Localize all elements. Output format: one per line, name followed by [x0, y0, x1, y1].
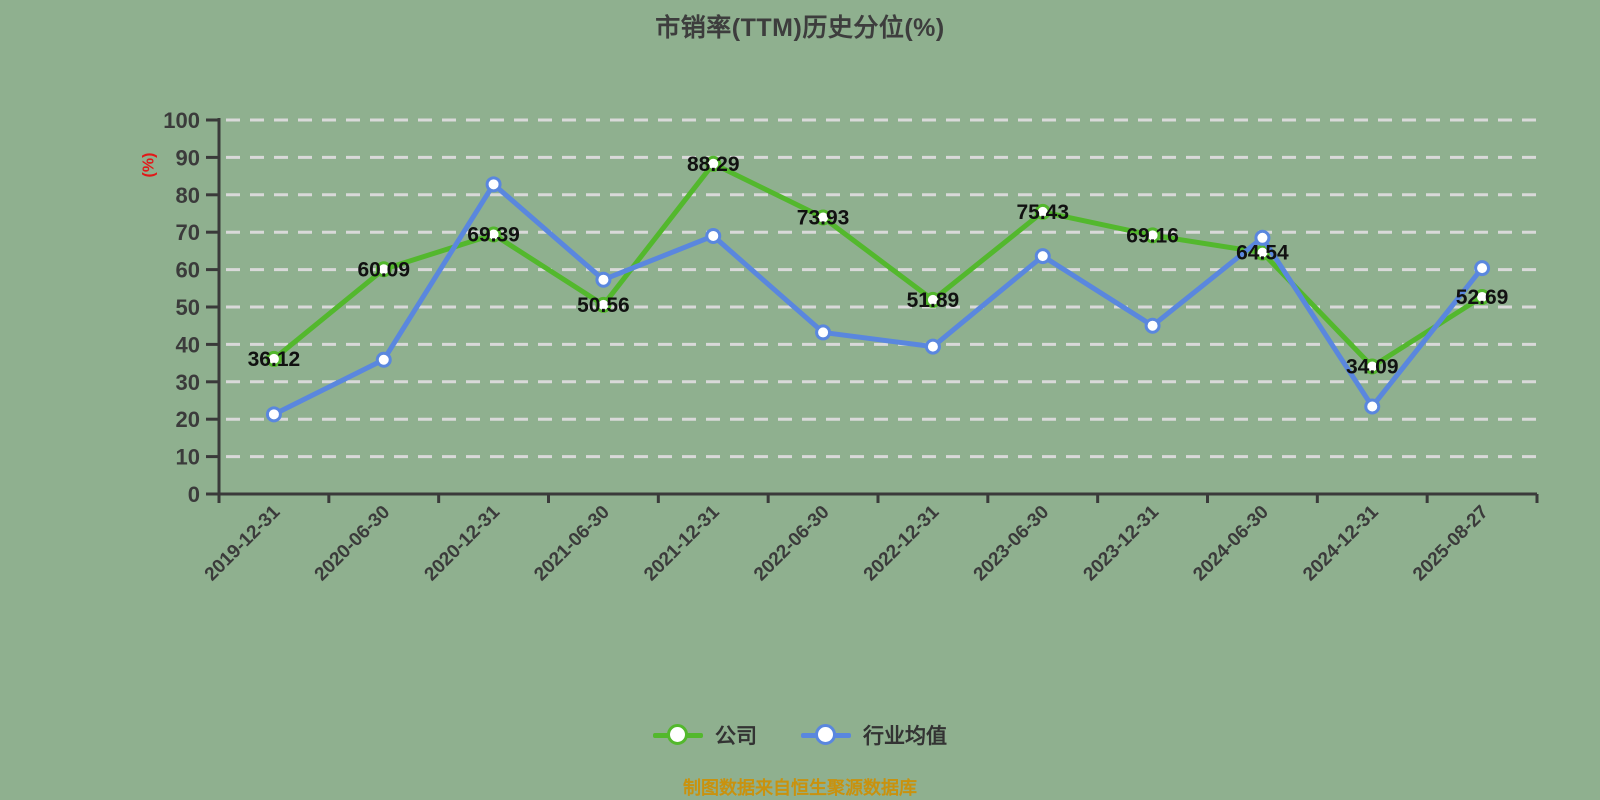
x-tick-label: 2020-06-30: [311, 502, 395, 586]
x-tick-label: 2024-12-31: [1299, 501, 1383, 585]
industry-line-marker-icon: [801, 724, 851, 746]
value-label: 88.29: [687, 153, 740, 176]
y-tick-label: 0: [188, 482, 200, 507]
company-data-point[interactable]: [1474, 288, 1491, 305]
x-tick-label: 2022-12-31: [860, 501, 944, 585]
value-label: 52.69: [1456, 286, 1509, 309]
legend-label-company: 公司: [715, 725, 757, 748]
y-tick-label: 20: [176, 407, 200, 432]
company-data-point[interactable]: [595, 296, 612, 313]
x-tick-label: 2023-06-30: [970, 502, 1054, 586]
value-label: 64.54: [1236, 242, 1289, 265]
industry-data-point[interactable]: [1144, 317, 1161, 334]
x-tick-label: 2019-12-31: [201, 501, 285, 585]
y-tick-label: 90: [176, 145, 200, 170]
x-tick-label: 2020-12-31: [421, 501, 505, 585]
industry-data-point[interactable]: [375, 351, 392, 368]
value-label: 69.39: [467, 223, 520, 246]
y-tick-label: 50: [176, 295, 200, 320]
value-label: 34.09: [1346, 356, 1399, 379]
industry-data-point[interactable]: [1254, 229, 1271, 246]
industry-series-line: [271, 181, 1485, 417]
industry-data-point[interactable]: [815, 324, 832, 341]
legend: 公司 行业均值: [0, 720, 1600, 750]
company-data-point[interactable]: [1364, 358, 1381, 375]
data-source-caption: 制图数据来自恒生聚源数据库: [683, 778, 917, 798]
company-data-point[interactable]: [1254, 244, 1271, 261]
value-label: 73.93: [797, 207, 850, 230]
industry-data-point[interactable]: [265, 406, 282, 423]
company-data-point[interactable]: [815, 209, 832, 226]
industry-data-point[interactable]: [1364, 398, 1381, 415]
x-tick-label: 2022-06-30: [750, 502, 834, 586]
legend-label-industry-average: 行业均值: [863, 725, 947, 748]
value-label: 51.89: [907, 289, 960, 312]
y-tick-label: 80: [176, 183, 200, 208]
industry-data-point[interactable]: [595, 271, 612, 288]
company-data-point[interactable]: [375, 261, 392, 278]
value-label: 69.16: [1126, 224, 1179, 247]
y-tick-label: 10: [176, 445, 200, 470]
x-tick-label: 2023-12-31: [1080, 501, 1164, 585]
value-label: 75.43: [1016, 201, 1069, 224]
company-data-point[interactable]: [1144, 227, 1161, 244]
company-data-point[interactable]: [485, 226, 502, 243]
industry-data-point[interactable]: [1474, 260, 1491, 277]
company-data-point[interactable]: [265, 350, 282, 367]
industry-data-point[interactable]: [924, 338, 941, 355]
legend-item-company[interactable]: 公司: [653, 720, 757, 750]
x-tick-label: 2021-12-31: [640, 501, 724, 585]
x-tick-label: 2025-08-27: [1409, 502, 1493, 586]
industry-data-point[interactable]: [1034, 248, 1051, 265]
chart-title: 市销率(TTM)历史分位(%): [655, 14, 945, 42]
x-tick-label: 2024-06-30: [1189, 502, 1273, 586]
industry-data-point[interactable]: [485, 176, 502, 193]
y-tick-label: 100: [163, 108, 200, 133]
legend-item-industry-average[interactable]: 行业均值: [801, 720, 947, 750]
company-series-line: [271, 161, 1485, 370]
value-label: 60.09: [357, 258, 410, 281]
industry-data-point[interactable]: [705, 227, 722, 244]
company-data-point[interactable]: [1034, 203, 1051, 220]
company-data-point[interactable]: [705, 155, 722, 172]
x-tick-label: 2021-06-30: [530, 502, 614, 586]
company-line-marker-icon: [653, 724, 703, 746]
y-tick-label: 70: [176, 220, 200, 245]
y-tick-label: 40: [176, 332, 200, 357]
company-data-point[interactable]: [924, 291, 941, 308]
y-tick-label: 30: [176, 370, 200, 395]
value-label: 50.56: [577, 294, 630, 317]
y-tick-label: 60: [176, 258, 200, 283]
value-label: 36.12: [248, 348, 301, 371]
